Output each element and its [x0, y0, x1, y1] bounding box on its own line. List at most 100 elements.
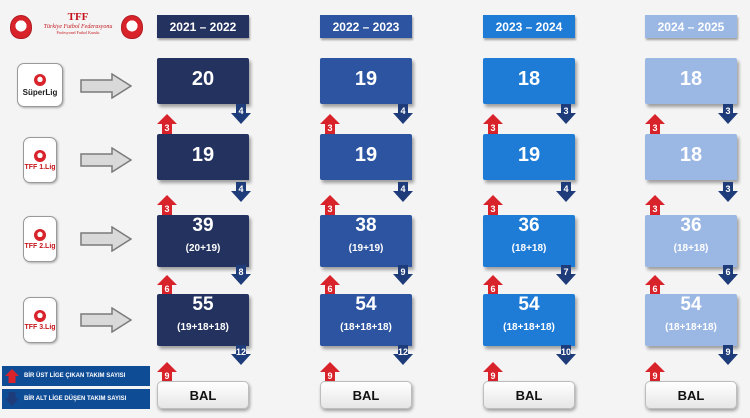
promoted-count: 6 [652, 284, 658, 294]
relegated-arrow-icon: 9 [393, 265, 413, 287]
bal-league-box: BAL [645, 381, 737, 409]
team-count: 54 [355, 294, 377, 315]
relegated-count: 6 [725, 267, 731, 277]
relegated-arrow-icon: 12 [393, 345, 413, 367]
team-count-breakdown: (20+19) [185, 243, 221, 254]
relegated-arrow-icon: 9 [718, 345, 738, 367]
tff-2-lig-logo-icon: TFF 2.Lig [23, 216, 57, 262]
relegated-count: 4 [563, 184, 569, 194]
promoted-count: 9 [490, 371, 496, 381]
tff-badge-right-icon [121, 15, 143, 39]
tff-3-lig-ball-icon [34, 309, 46, 322]
relegated-count: 3 [563, 106, 569, 116]
promoted-count: 3 [164, 123, 170, 133]
season-header-2024-2025: 2024 – 2025 [645, 15, 737, 38]
team-count: 19 [354, 68, 378, 90]
tff-3-lig-logo-icon: TFF 3.Lig [23, 297, 57, 343]
team-count-box: 36 (18+18) [483, 215, 575, 267]
team-count: 19 [191, 144, 215, 166]
team-count: 36 [680, 215, 702, 236]
promoted-arrow-icon: 6 [645, 275, 665, 297]
promoted-arrow-icon: 3 [320, 114, 340, 136]
promoted-arrow-icon: 9 [320, 362, 340, 384]
tff-1-lig-label: TFF 1.Lig [24, 163, 56, 171]
relegated-count: 3 [725, 184, 731, 194]
team-count-box: 18 [645, 134, 737, 180]
team-count-box: 19 [157, 134, 249, 180]
relegated-arrow-icon: 10 [556, 345, 576, 367]
relegated-count: 4 [238, 106, 244, 116]
promoted-arrow-icon: 3 [645, 114, 665, 136]
logo-title: TFF [67, 11, 89, 23]
tff-2-lig-ball-icon [34, 228, 46, 241]
tff-2-lig-label: TFF 2.Lig [24, 242, 56, 250]
promoted-count: 3 [490, 123, 496, 133]
team-count: 36 [518, 215, 540, 236]
legend-down-arrow-icon [5, 392, 19, 406]
team-count-breakdown: (19+19) [348, 243, 384, 254]
team-count-box: 19 [483, 134, 575, 180]
team-count: 19 [354, 144, 378, 166]
team-count-box: 18 [483, 58, 575, 104]
season-header-2023-2024: 2023 – 2024 [483, 15, 575, 38]
row-arrow-right-icon [80, 73, 132, 99]
team-count: 55 [192, 294, 214, 315]
superlig-logo-icon: SüperLig [17, 63, 63, 107]
legend-relegated: BİR ALT LİGE DÜŞEN TAKIM SAYISI [2, 389, 150, 409]
team-count-box: 36 (18+18) [645, 215, 737, 267]
team-count: 54 [680, 294, 702, 315]
bal-league-box: BAL [320, 381, 412, 409]
team-count-breakdown: (18+18+18) [665, 322, 717, 333]
legend-promoted-label: BİR ÜST LİGE ÇIKAN TAKIM SAYISI [24, 373, 126, 379]
relegated-count: 4 [400, 184, 406, 194]
team-count-box: 54 (18+18+18) [320, 294, 412, 346]
team-count-box: 18 [645, 58, 737, 104]
promoted-count: 3 [490, 204, 496, 214]
superlig-ball-icon [34, 73, 46, 86]
relegated-count: 10 [560, 347, 571, 357]
promoted-arrow-icon: 6 [320, 275, 340, 297]
tff-badge-left-icon [10, 15, 32, 39]
team-count-box: 39 (20+19) [157, 215, 249, 267]
relegated-arrow-icon: 6 [718, 265, 738, 287]
promoted-count: 6 [164, 284, 170, 294]
season-header-2022-2023: 2022 – 2023 [320, 15, 412, 38]
team-count-box: 20 [157, 58, 249, 104]
bal-league-box: BAL [157, 381, 249, 409]
tff-3-lig-label: TFF 3.Lig [24, 323, 56, 331]
legend-relegated-label: BİR ALT LİGE DÜŞEN TAKIM SAYISI [24, 396, 127, 402]
team-count-box: 54 (18+18+18) [483, 294, 575, 346]
promoted-count: 9 [327, 371, 333, 381]
relegated-count: 4 [400, 106, 406, 116]
promoted-arrow-icon: 3 [320, 195, 340, 217]
team-count-box: 19 [320, 58, 412, 104]
promoted-count: 3 [327, 123, 333, 133]
team-count: 20 [191, 68, 215, 90]
team-count-box: 54 (18+18+18) [645, 294, 737, 346]
promoted-count: 9 [164, 371, 170, 381]
logo-subtitle: Türkiye Futbol Federasyonu [43, 24, 113, 30]
team-count: 18 [679, 144, 703, 166]
promoted-count: 3 [652, 204, 658, 214]
tff-1-lig-logo-icon: TFF 1.Lig [23, 137, 57, 183]
legend-up-arrow-icon [5, 369, 19, 383]
promoted-count: 6 [327, 284, 333, 294]
promoted-arrow-icon: 3 [157, 195, 177, 217]
relegated-count: 8 [238, 267, 244, 277]
promoted-arrow-icon: 9 [157, 362, 177, 384]
row-arrow-right-icon [80, 147, 132, 173]
promoted-count: 3 [652, 123, 658, 133]
relegated-arrow-icon: 4 [231, 182, 251, 204]
promoted-arrow-icon: 3 [645, 195, 665, 217]
team-count-box: 55 (19+18+18) [157, 294, 249, 346]
relegated-arrow-icon: 7 [556, 265, 576, 287]
superlig-label: SüperLig [22, 87, 58, 97]
row-arrow-right-icon [80, 226, 132, 252]
logo-tagline: Profesyonel Futbol Kurulu [56, 30, 100, 35]
relegated-count: 9 [400, 267, 406, 277]
promoted-arrow-icon: 6 [483, 275, 503, 297]
promoted-arrow-icon: 3 [483, 114, 503, 136]
relegated-count: 12 [397, 347, 408, 357]
team-count-box: 38 (19+19) [320, 215, 412, 267]
